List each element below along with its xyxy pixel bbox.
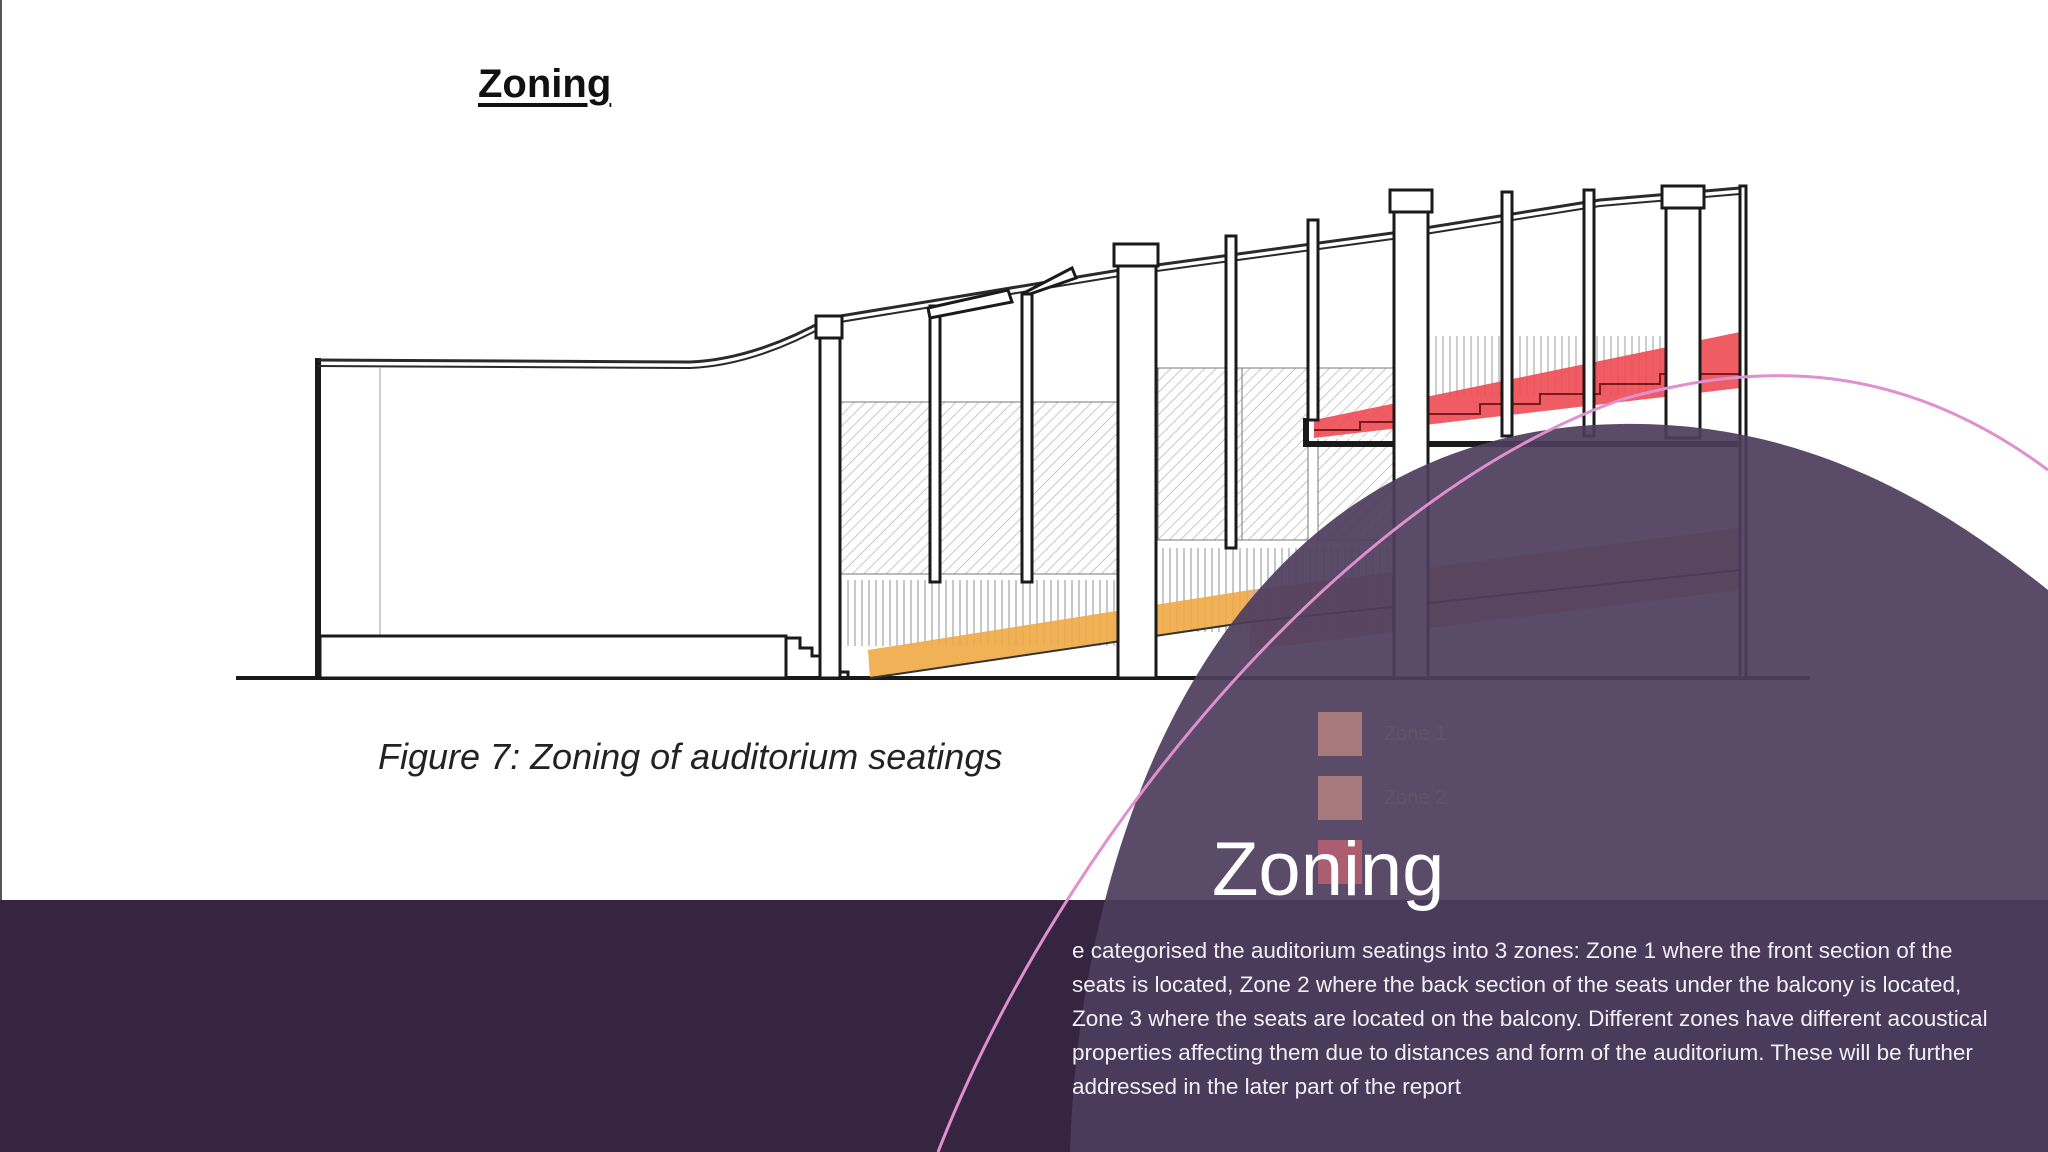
roof-line xyxy=(317,186,1741,364)
legend-label: Zone 1 xyxy=(1384,722,1447,745)
drawing-title: Zoning xyxy=(478,62,612,106)
slide-title: Zoning xyxy=(1212,827,1445,912)
legend-swatch-zone-1 xyxy=(1318,712,1362,756)
legend-item-zone-2: Zone 2 xyxy=(1318,776,1446,820)
legend-swatch-zone-2 xyxy=(1318,776,1362,820)
legend-label: Zone 2 xyxy=(1384,786,1447,809)
figure-caption: Figure 7: Zoning of auditorium seatings xyxy=(378,736,1003,777)
slide-left-border xyxy=(0,0,2,900)
decorative-accent-curve xyxy=(936,374,2048,1152)
decorative-arch-shape xyxy=(1070,423,2048,1152)
legend-item-zone-1: Zone 1 xyxy=(1318,712,1446,756)
slide-body-text: e categorised the auditorium seatings in… xyxy=(1072,938,1988,1099)
zone-legend: Zone 1 Zone 2 xyxy=(1318,712,1446,904)
legend-swatch-zone-3 xyxy=(1318,840,1362,884)
legend-item-zone-3 xyxy=(1318,840,1446,884)
